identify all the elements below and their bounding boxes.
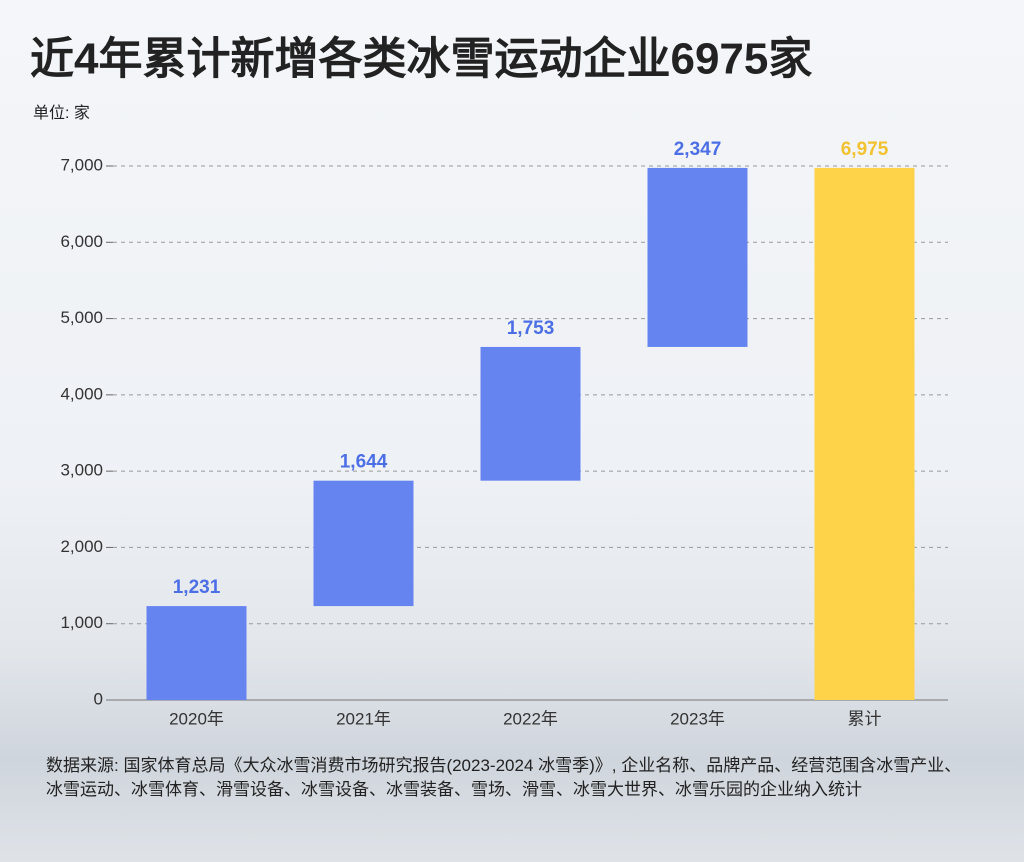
- value-label: 1,231: [173, 577, 221, 598]
- chart: 近4年累计新增各类冰雪运动企业6975家 单位: 家 0 1,000 2,000 3,…: [30, 35, 948, 728]
- y-tick-label: 0: [94, 689, 103, 708]
- x-tick-label: 2022年: [503, 709, 558, 728]
- y-tick-label: 2,000: [60, 537, 103, 556]
- bar: [480, 346, 581, 481]
- x-tick-label: 2020年: [169, 709, 224, 728]
- y-tick-label: 5,000: [60, 308, 103, 327]
- bar: [313, 480, 414, 607]
- y-axis-unit: 单位: 家: [33, 104, 90, 122]
- y-tick-label: 4,000: [60, 384, 103, 403]
- source-note: 数据来源: 国家体育总局《大众冰雪消费市场研究报告(2023-2024 冰雪季)…: [46, 756, 962, 799]
- y-tick-label: 1,000: [60, 613, 103, 632]
- chart-title: 近4年累计新增各类冰雪运动企业6975家: [30, 35, 812, 84]
- value-label: 6,975: [841, 139, 889, 160]
- y-tick-label: 3,000: [60, 461, 103, 480]
- x-tick-label: 累计: [848, 709, 882, 728]
- x-tick-label: 2023年: [670, 709, 725, 728]
- y-tick-label: 7,000: [60, 155, 103, 174]
- bar: [146, 606, 247, 700]
- y-tick-label: 6,000: [60, 232, 103, 251]
- value-label: 2,347: [674, 139, 722, 160]
- bar: [814, 167, 915, 700]
- value-label: 1,753: [507, 318, 555, 339]
- value-label: 1,644: [340, 452, 388, 473]
- x-tick-label: 2021年: [336, 709, 391, 728]
- bar: [647, 167, 748, 347]
